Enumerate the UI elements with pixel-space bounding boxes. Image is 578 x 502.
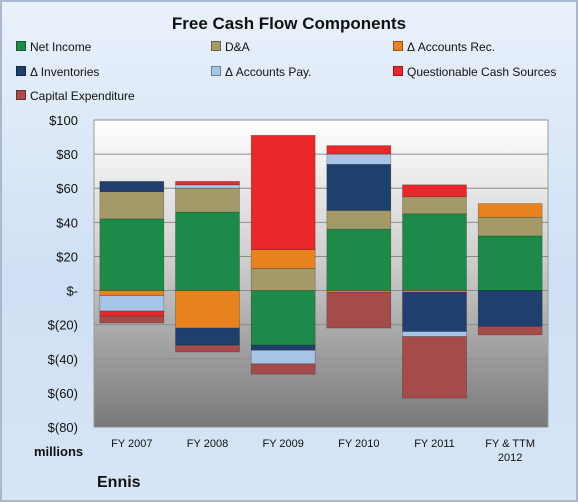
bar-accounts-rec-fy-2008 <box>175 290 240 329</box>
bar-net-income-fy-2009 <box>250 290 316 346</box>
y-tick-label: $100 <box>49 113 78 128</box>
legend-label-capex: Capital Expenditure <box>30 89 135 103</box>
bar-accounts-pay-fy-2011 <box>402 331 467 337</box>
legend-swatch-accounts-rec <box>393 41 403 51</box>
bar-questionable-cash-sources-fy-2009 <box>250 135 316 250</box>
bar-questionable-cash-sources-fy-2011 <box>402 184 467 198</box>
y-tick-label: $20 <box>56 249 78 264</box>
legend-label-net-income: Net Income <box>30 40 92 54</box>
legend-label-questionable-cash: Questionable Cash Sources <box>407 65 557 79</box>
bar-questionable-cash-sources-fy-2008 <box>175 181 240 186</box>
y-tick-label: $(40) <box>48 352 78 367</box>
bar-capital-expenditure-fy-2008 <box>175 344 240 353</box>
legend-item-inventories: Δ Inventories <box>16 65 99 79</box>
bar-net-income-fy-2011 <box>402 213 467 291</box>
bar-accounts-pay-fy-2009 <box>250 349 316 365</box>
legend-label-accounts-pay: Δ Accounts Pay. <box>225 65 312 79</box>
bar-accounts-pay-fy-2008 <box>175 184 240 189</box>
bar-d-a-fy-2007 <box>99 191 165 220</box>
bar-net-income-fy-ttm-2012 <box>477 235 543 291</box>
bar-capital-expenditure-fy-2011 <box>402 336 467 399</box>
bar-net-income-fy-2010 <box>326 228 392 291</box>
bar-net-income-fy-2007 <box>99 218 165 291</box>
x-tick-label: FY 2008 <box>187 438 228 450</box>
chart-title: Free Cash Flow Components <box>171 14 407 33</box>
bar-d-a-fy-2011 <box>402 196 467 215</box>
bar-d-a-fy-2009 <box>250 268 316 291</box>
bar-inventories-fy-2007 <box>99 181 165 192</box>
bar-accounts-pay-fy-2007 <box>99 295 165 312</box>
bar-accounts-rec-fy-ttm-2012 <box>477 203 543 218</box>
y-tick-label: $- <box>66 284 78 299</box>
bar-accounts-rec-fy-2009 <box>250 249 316 269</box>
bar-inventories-fy-ttm-2012 <box>477 290 543 327</box>
legend-label-inventories: Δ Inventories <box>30 65 100 79</box>
legend-swatch-da <box>211 41 221 51</box>
legend-swatch-inventories <box>16 66 26 76</box>
bar-accounts-pay-fy-2010 <box>326 153 392 165</box>
legend-label-da: D&A <box>225 40 250 54</box>
x-tick-label: FY & TTM 2012 <box>485 438 535 464</box>
x-tick-label: FY 2010 <box>338 438 379 450</box>
y-tick-label: $(20) <box>48 318 78 333</box>
bar-questionable-cash-sources-fy-2007 <box>99 310 165 317</box>
legend-item-accounts-pay: Δ Accounts Pay. <box>211 65 312 79</box>
bar-questionable-cash-sources-fy-2010 <box>326 145 392 155</box>
legend-item-da: D&A <box>211 40 250 54</box>
legend-swatch-questionable-cash <box>393 66 403 76</box>
legend-item-questionable-cash: Questionable Cash Sources <box>393 65 556 79</box>
y-tick-label: $(80) <box>48 420 78 435</box>
legend-swatch-capex <box>16 90 26 100</box>
bar-d-a-fy-2008 <box>175 187 240 213</box>
bar-capital-expenditure-fy-2007 <box>99 315 165 324</box>
bar-capital-expenditure-fy-2009 <box>250 363 316 375</box>
plot-area <box>93 119 549 428</box>
bar-accounts-rec-fy-2007 <box>99 290 165 296</box>
legend-swatch-accounts-pay <box>211 66 221 76</box>
bar-capital-expenditure-fy-ttm-2012 <box>477 326 543 336</box>
x-tick-label: FY 2009 <box>262 438 303 450</box>
company-name: Ennis <box>97 474 141 491</box>
bar-inventories-fy-2009 <box>250 344 316 351</box>
legend-swatch-net-income <box>16 41 26 51</box>
units-label: millions <box>34 444 84 459</box>
y-tick-label: $60 <box>56 181 78 196</box>
bar-inventories-fy-2011 <box>402 291 467 332</box>
bar-net-income-fy-2008 <box>175 211 240 291</box>
x-tick-label: FY 2011 <box>414 438 455 450</box>
y-tick-label: $(60) <box>48 386 78 401</box>
bar-inventories-fy-2008 <box>175 327 240 346</box>
legend-item-accounts-rec: Δ Accounts Rec. <box>393 40 495 54</box>
legend-item-capex: Capital Expenditure <box>16 89 135 103</box>
y-tick-label: $80 <box>56 147 78 162</box>
bar-capital-expenditure-fy-2010 <box>326 291 392 329</box>
bar-d-a-fy-2010 <box>326 210 392 230</box>
bar-inventories-fy-2010 <box>326 164 392 211</box>
x-tick-label: FY 2007 <box>111 438 152 450</box>
legend-item-net-income: Net Income <box>16 40 91 54</box>
legend-label-accounts-rec: Δ Accounts Rec. <box>407 40 496 54</box>
bar-d-a-fy-ttm-2012 <box>477 216 543 237</box>
y-tick-label: $40 <box>56 215 78 230</box>
